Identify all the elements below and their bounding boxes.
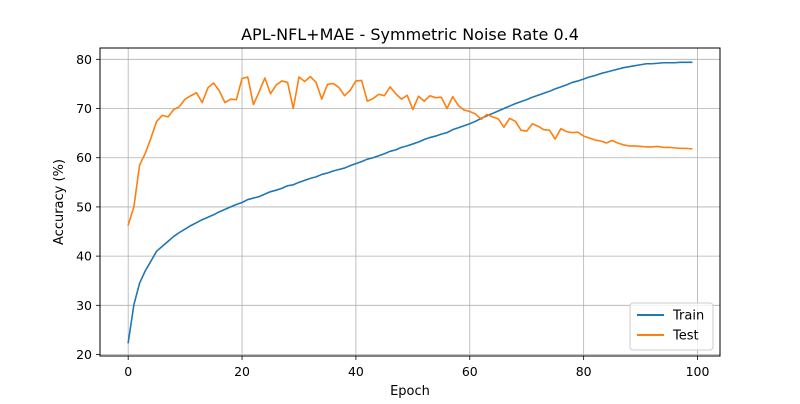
y-tick-label: 70 (76, 101, 92, 116)
y-tick-label: 60 (76, 150, 92, 165)
y-tick-label: 50 (76, 199, 92, 214)
series-lines (127, 61, 693, 344)
y-tick-label: 40 (76, 249, 92, 264)
plot-area-frame (99, 47, 721, 357)
legend-label-train: Train (672, 309, 704, 324)
x-tick-label: 80 (576, 364, 592, 379)
grid (100, 48, 720, 356)
x-tick-label: 20 (234, 364, 250, 379)
y-tick-label: 20 (76, 347, 92, 362)
series-line-train (127, 61, 693, 344)
axis-ticks: 0 20 40 60 80 100 20 30 40 50 60 70 80 (76, 52, 709, 379)
y-axis-label: Accuracy (%) (52, 159, 67, 245)
legend-label-test: Test (672, 329, 699, 344)
series-line-test (127, 75, 693, 226)
x-tick-label: 100 (686, 364, 710, 379)
x-tick-label: 40 (348, 364, 364, 379)
legend: Train Test (629, 302, 714, 351)
y-tick-label: 30 (76, 298, 92, 313)
x-tick-label: 60 (462, 364, 478, 379)
y-tick-label: 80 (76, 52, 92, 67)
x-tick-label: 0 (124, 364, 132, 379)
x-axis-label: Epoch (390, 384, 430, 399)
chart-title: APL-NFL+MAE - Symmetric Noise Rate 0.4 (241, 25, 579, 44)
